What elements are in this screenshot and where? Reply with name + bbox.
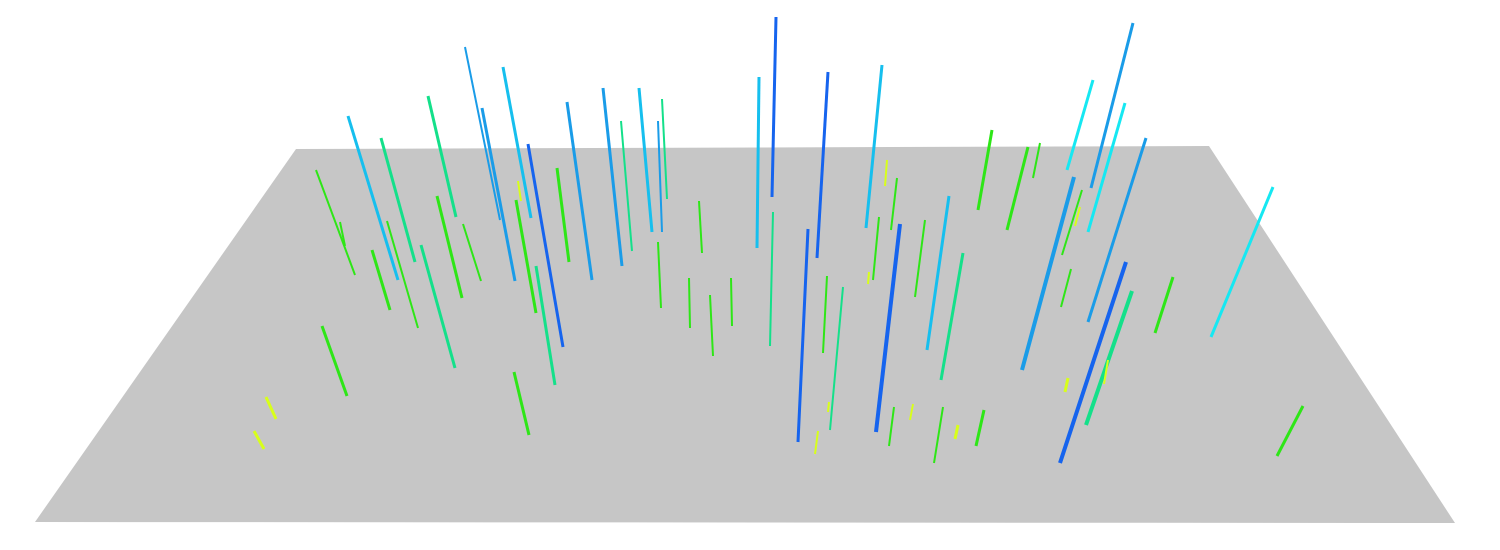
spike-bar [925, 195, 951, 351]
spike-bar [730, 277, 733, 327]
spike-bar [1086, 137, 1148, 323]
spike-bar [974, 409, 986, 447]
spike-bar [1153, 276, 1175, 334]
spike-bar [827, 401, 830, 413]
spike-bar [872, 216, 880, 281]
spike-bar [1103, 359, 1109, 385]
spike-bar [555, 167, 571, 263]
spike-bar [933, 406, 944, 464]
spike-bar [709, 294, 714, 357]
spike-bar [534, 265, 557, 386]
spike-bar [517, 180, 522, 202]
spike-bar [829, 286, 844, 431]
spike-bar [426, 95, 458, 218]
spike-bar [1275, 405, 1305, 457]
spike-bar [1032, 142, 1041, 179]
spike-bar [976, 129, 994, 211]
spike-bar [698, 200, 703, 254]
spike-bar [339, 221, 346, 247]
spike-bar [688, 277, 691, 329]
spike-bar [939, 252, 965, 381]
spike-bar [890, 177, 898, 231]
spike-bar [1065, 79, 1095, 171]
spike-bar [601, 87, 624, 267]
spike-bar [264, 396, 278, 420]
spike-bar [953, 424, 960, 440]
spike-bar [1074, 206, 1081, 227]
spike-bar [435, 195, 464, 299]
spike-bar [661, 98, 668, 200]
spike-bar [315, 169, 356, 276]
spike-bar [755, 76, 761, 249]
spike-bar [657, 241, 662, 309]
spike-bar [565, 101, 594, 281]
spike-bar [462, 223, 482, 282]
spike-bar [526, 143, 565, 348]
spike-bar [814, 430, 819, 455]
spike-bar [480, 107, 517, 282]
spike-bar [637, 87, 654, 233]
spike-bar [815, 71, 830, 259]
spike-bar [320, 325, 349, 397]
spike-bar [1086, 102, 1127, 233]
spike-bar [874, 223, 902, 433]
spike-bar [512, 371, 531, 436]
spike-bar [914, 219, 926, 298]
spike-bar [867, 271, 870, 285]
spike-bar [657, 120, 663, 233]
spike-bar [620, 120, 633, 252]
spike-bar [864, 64, 884, 229]
spike-bar [419, 244, 457, 369]
spike-bar [1063, 377, 1070, 393]
spike-bar [514, 199, 538, 314]
spike-bar [1209, 186, 1275, 338]
spike-bar [252, 430, 266, 450]
spike-bar [1060, 268, 1072, 308]
spike-bar [1061, 189, 1083, 256]
spike-bar [769, 211, 774, 347]
spike-bar [822, 275, 828, 354]
spike-bar [1089, 22, 1135, 189]
spike-bar [884, 159, 888, 187]
spike-bar [464, 46, 501, 221]
spike-bar [379, 137, 417, 263]
spike-bar [888, 406, 895, 447]
spike-bar [796, 228, 810, 443]
spike-bar [1005, 146, 1030, 231]
spike-bar [1084, 290, 1134, 426]
spike-group [252, 16, 1305, 464]
spike-bar [1020, 176, 1076, 371]
spike-bar [909, 403, 914, 421]
spike-bar [386, 220, 419, 329]
spike-bar [501, 66, 533, 219]
ground-plane [35, 146, 1455, 523]
spike-bar [1058, 261, 1128, 464]
spike-bar [370, 249, 392, 311]
spike-bar [770, 16, 778, 198]
spike-bar [346, 115, 400, 281]
